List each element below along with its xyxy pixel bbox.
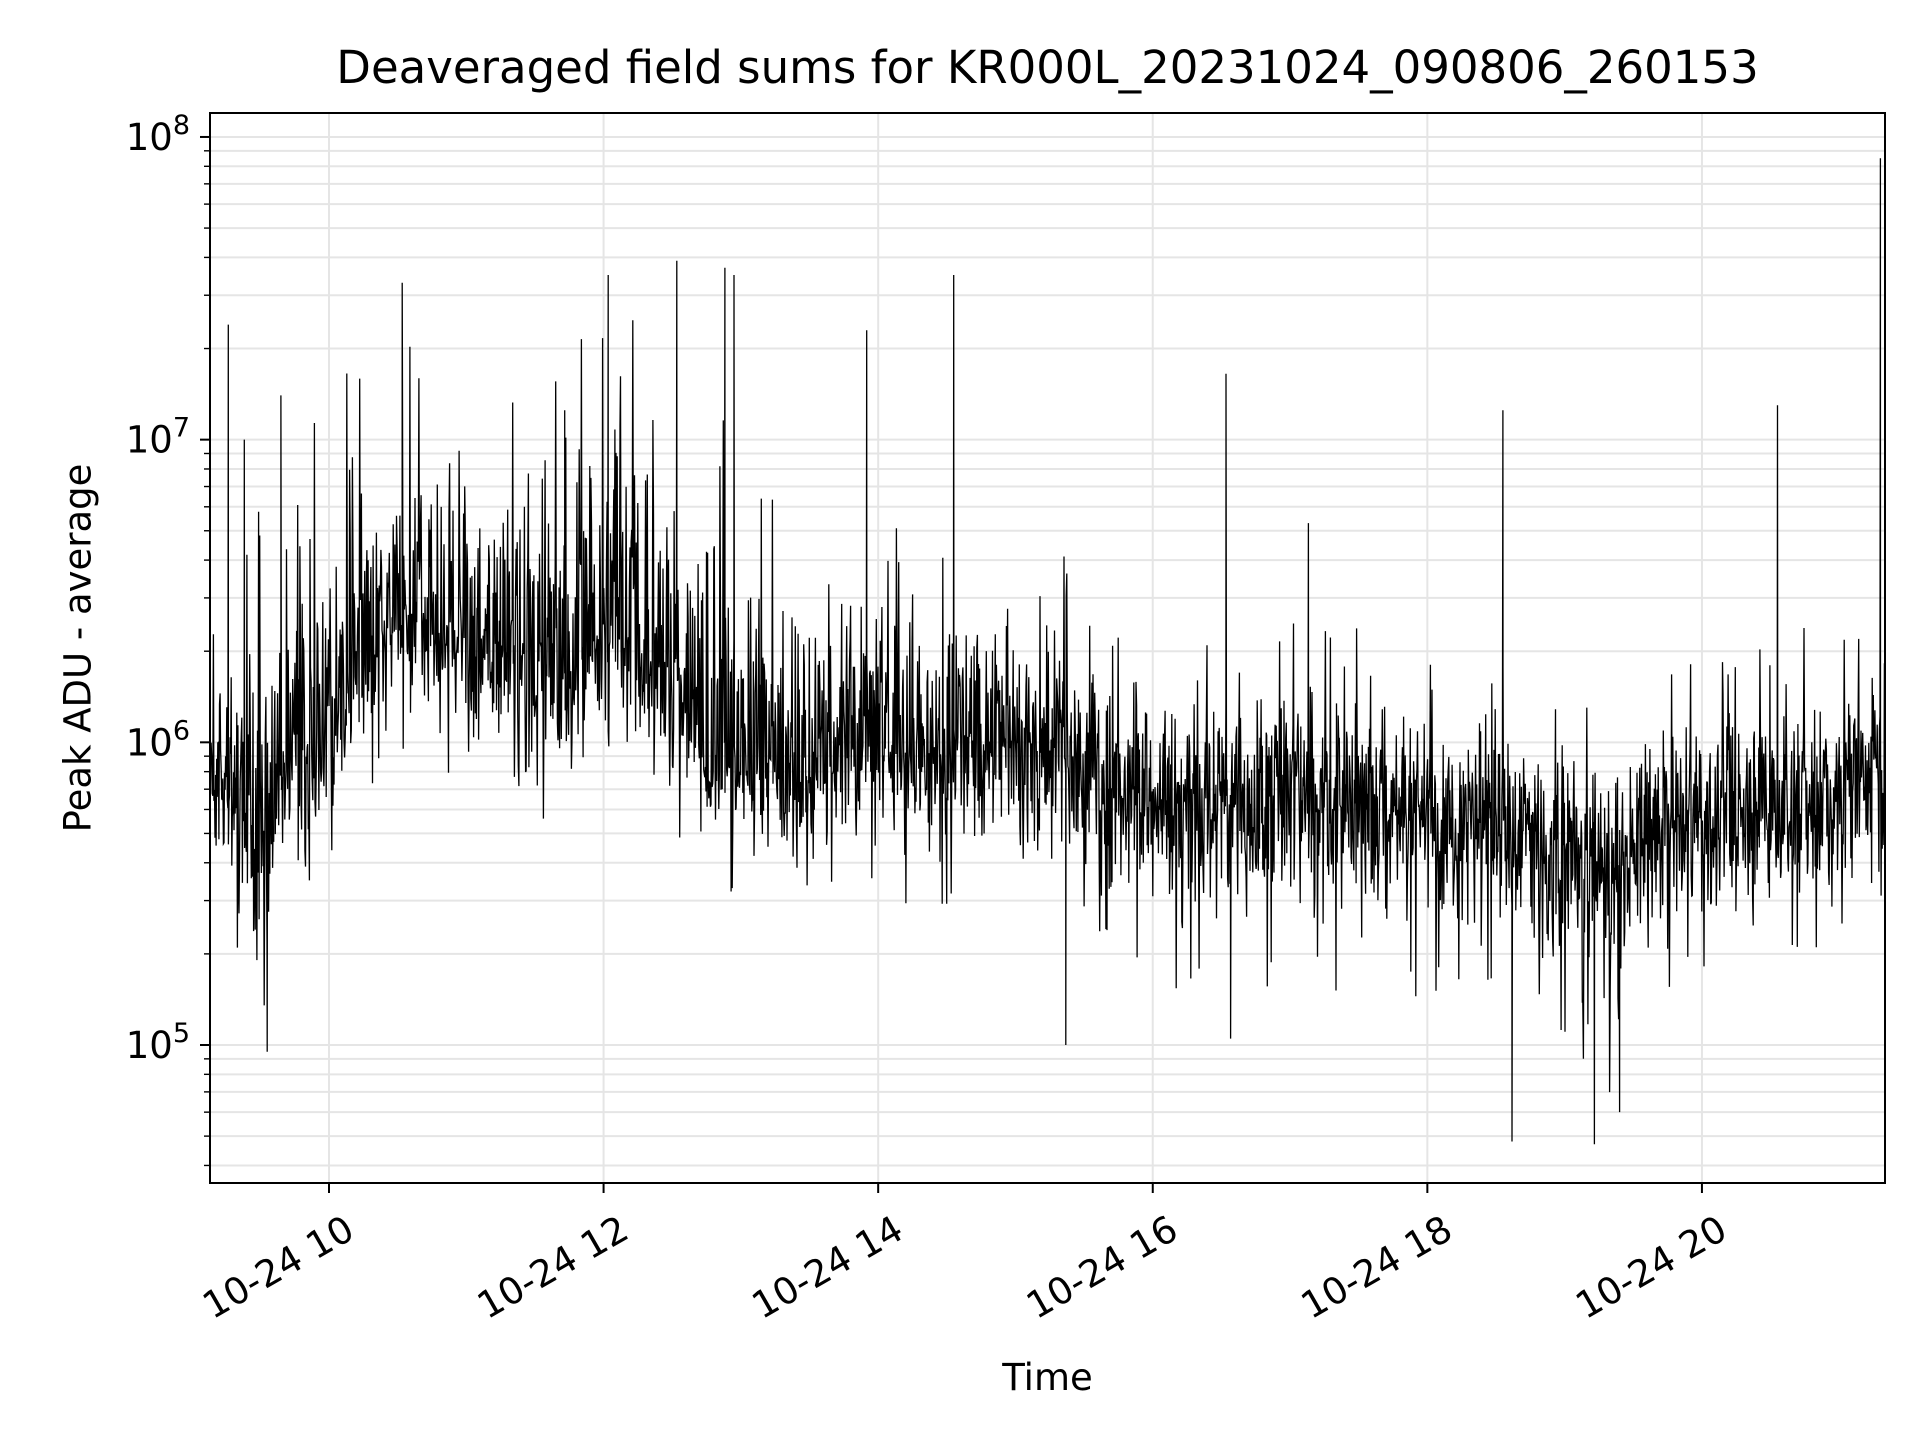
y-axis-label: Peak ADU - average xyxy=(57,464,100,833)
x-axis-label: Time xyxy=(1001,1356,1093,1399)
y-tick-label: 105 xyxy=(126,1018,190,1067)
y-tick-label: 107 xyxy=(126,413,190,462)
grid-lines xyxy=(210,113,1885,1183)
series-line xyxy=(209,158,1886,1145)
chart-title: Deaveraged field sums for KR000L_2023102… xyxy=(336,41,1758,94)
y-tick-label: 108 xyxy=(126,110,190,159)
y-tick-label: 106 xyxy=(126,715,190,764)
plot-frame xyxy=(209,112,1886,1184)
data-series xyxy=(209,158,1886,1145)
